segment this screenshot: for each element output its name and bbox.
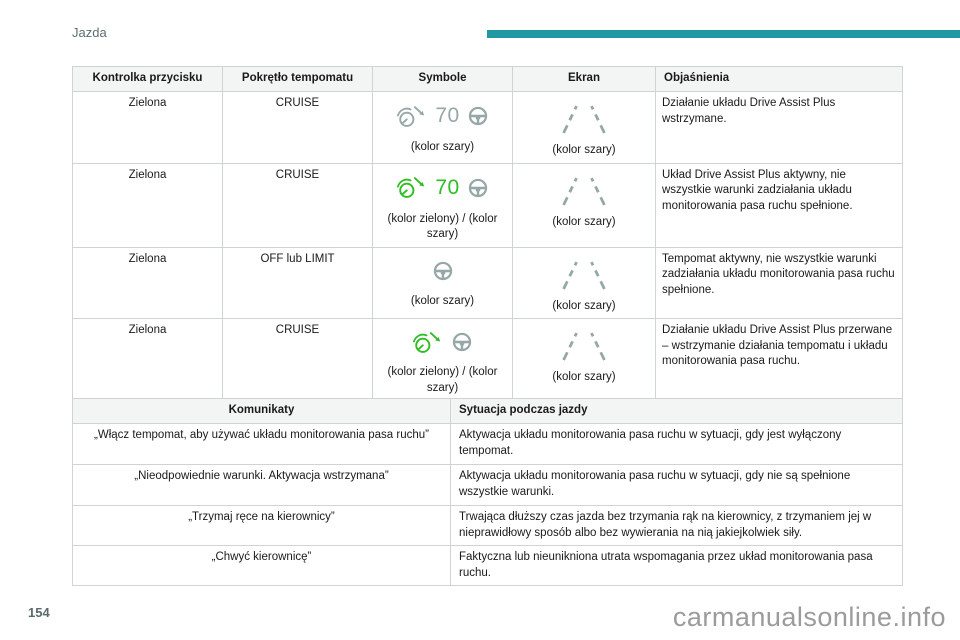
- col-header-symbole: Symbole: [372, 66, 513, 92]
- symbole-cell: 70 (kolor zielony) / (kolor szary): [372, 162, 513, 248]
- kontrolka-cell: Zielona: [72, 246, 223, 320]
- steering-wheel-icon: [467, 177, 489, 199]
- col-header-objasnienia: Objaśnienia: [655, 66, 903, 92]
- ekran-cell: (kolor szary): [512, 91, 656, 164]
- messages-table: Komunikaty Sytuacja podczas jazdy „Włącz…: [72, 398, 903, 587]
- steering-wheel-icon: [433, 261, 452, 281]
- cruise-control-icon: [396, 105, 428, 128]
- steering-wheel-icon: [467, 105, 489, 127]
- cruise-control-icon: [412, 331, 444, 354]
- col-header-pokretlo: Pokrętło tempomatu: [222, 66, 373, 92]
- kontrolka-cell: Zielona: [72, 91, 223, 164]
- lane-markings-icon: [558, 176, 610, 208]
- symbole-caption: (kolor szary): [410, 294, 475, 307]
- komunikat-cell: „Włącz tempomat, aby używać układu monit…: [72, 423, 451, 465]
- steering-wheel-icon: [451, 331, 473, 353]
- table-row: Zielona CRUISE 70: [72, 91, 903, 164]
- cruise-control-icon: [397, 177, 425, 199]
- cruise-control-icon: [412, 332, 441, 353]
- table-row: „Włącz tempomat, aby używać układu monit…: [72, 423, 903, 465]
- objasnienia-cell: Działanie układu Drive Assist Plus wstrz…: [655, 91, 903, 164]
- ekran-caption: (kolor szary): [552, 144, 616, 156]
- col-header-komunikaty: Komunikaty: [72, 398, 451, 424]
- lane-markings-icon: [558, 104, 610, 136]
- symbole-cell: (kolor zielony) / (kolor szary): [372, 318, 513, 402]
- table-row: „Chwyć kierownicę” Faktyczna lub nieunik…: [72, 545, 903, 587]
- lane-markings-icon: [558, 331, 610, 363]
- steering-wheel-icon: [468, 107, 487, 126]
- accent-bar: [487, 30, 960, 38]
- pokretlo-cell: CRUISE: [222, 162, 373, 248]
- kontrolka-cell: Zielona: [72, 318, 223, 402]
- lane-markings-icon: [562, 332, 606, 362]
- ekran-caption: (kolor szary): [552, 215, 616, 228]
- cruise-control-icon: [397, 105, 425, 127]
- page-number: 154: [28, 605, 50, 620]
- ekran-cell: (kolor szary): [512, 246, 656, 320]
- sytuacja-cell: Aktywacja układu monitorowania pasa ruch…: [450, 423, 903, 465]
- symbole-cell: (kolor szary): [372, 246, 513, 320]
- table-row: „Trzymaj ręce na kierownicy” Trwająca dł…: [72, 504, 903, 547]
- pokretlo-cell: CRUISE: [222, 91, 373, 164]
- symbole-caption: (kolor szary): [410, 141, 475, 154]
- telltales-table: Kontrolka przycisku Pokrętło tempomatu S…: [72, 66, 903, 402]
- lane-markings-icon: [562, 176, 606, 206]
- symbole-caption: (kolor zielony) / (kolor szary): [387, 366, 498, 394]
- ekran-cell: (kolor szary): [512, 162, 656, 248]
- lane-markings-icon: [558, 260, 610, 292]
- speed-value: 70: [435, 104, 460, 127]
- table-row: Zielona CRUISE 70: [72, 162, 903, 248]
- komunikat-cell: „Chwyć kierownicę”: [72, 545, 451, 587]
- table-header-row: Kontrolka przycisku Pokrętło tempomatu S…: [72, 66, 903, 92]
- objasnienia-cell: Układ Drive Assist Plus aktywny, nie wsz…: [655, 162, 903, 248]
- table-header-row: Komunikaty Sytuacja podczas jazdy: [72, 398, 903, 424]
- pokretlo-cell: OFF lub LIMIT: [222, 246, 373, 320]
- watermark: carmanualsonline.info: [672, 602, 946, 632]
- komunikat-cell: „Nieodpowiednie warunki. Aktywacja wstrz…: [72, 464, 451, 506]
- section-title: Jazda: [72, 25, 107, 40]
- steering-wheel-icon: [468, 178, 487, 197]
- table-row: „Nieodpowiednie warunki. Aktywacja wstrz…: [72, 464, 903, 506]
- ekran-caption: (kolor szary): [552, 299, 616, 312]
- symbole-cell: 70 (kolor szary): [372, 91, 513, 164]
- kontrolka-cell: Zielona: [72, 162, 223, 248]
- col-header-sytuacja: Sytuacja podczas jazdy: [450, 398, 903, 424]
- symbole-caption: (kolor zielony) / (kolor szary): [387, 212, 498, 241]
- steering-wheel-icon: [432, 260, 454, 282]
- ekran-caption: (kolor szary): [552, 371, 616, 384]
- table-row: Zielona OFF lub LIMIT (kolor szary): [72, 246, 903, 320]
- pokretlo-cell: CRUISE: [222, 318, 373, 402]
- col-header-kontrolka: Kontrolka przycisku: [72, 66, 223, 92]
- table-row: Zielona CRUISE: [72, 318, 903, 402]
- ekran-cell: (kolor szary): [512, 318, 656, 402]
- col-header-ekran: Ekran: [512, 66, 656, 92]
- lane-markings-icon: [562, 261, 606, 290]
- objasnienia-cell: Tempomat aktywny, nie wszystkie warunki …: [655, 246, 903, 320]
- lane-markings-icon: [562, 105, 606, 134]
- sytuacja-cell: Trwająca dłuższy czas jazda bez trzymani…: [450, 504, 903, 547]
- cruise-control-icon: [396, 176, 428, 199]
- sytuacja-cell: Faktyczna lub nieunikniona utrata wspoma…: [450, 545, 903, 587]
- speed-value: 70: [435, 175, 460, 199]
- objasnienia-cell: Działanie układu Drive Assist Plus przer…: [655, 318, 903, 402]
- steering-wheel-icon: [452, 333, 472, 352]
- sytuacja-cell: Aktywacja układu monitorowania pasa ruch…: [450, 464, 903, 506]
- komunikat-cell: „Trzymaj ręce na kierownicy”: [72, 504, 451, 547]
